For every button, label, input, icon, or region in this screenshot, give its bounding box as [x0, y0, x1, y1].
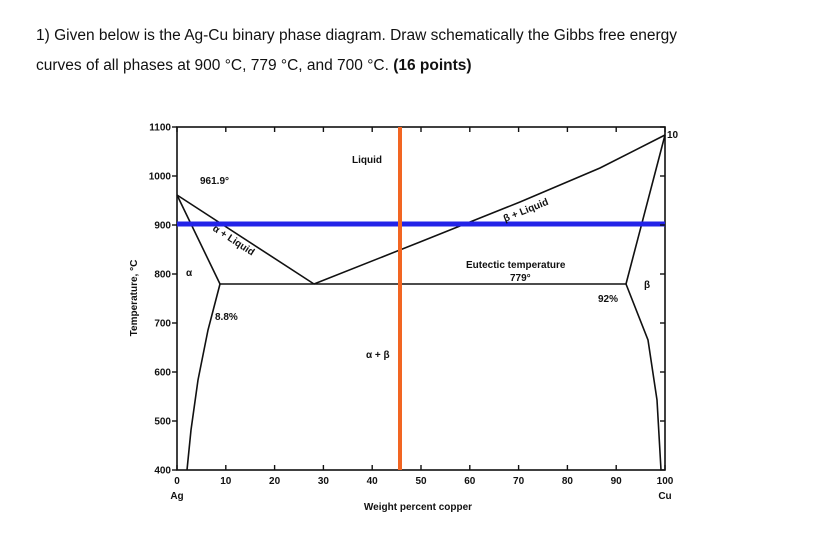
y-tick-label: 700	[154, 319, 171, 330]
question-text: curves of all phases at 900 °C, 779 °C, …	[36, 57, 389, 74]
region-label: α	[186, 268, 193, 279]
y-tick-label: 400	[154, 466, 171, 477]
annotation: 92%	[598, 294, 618, 305]
liquidus	[313, 134, 666, 285]
y-tick-label: 500	[154, 417, 171, 428]
y-tick-label: 1000	[149, 172, 172, 183]
x-tick-label: 50	[415, 476, 427, 487]
region-label: α + β	[366, 350, 390, 361]
x-tick-label: 70	[513, 476, 525, 487]
x-tick-label: 80	[562, 476, 574, 487]
region-label: α + Liquid	[210, 223, 256, 258]
solvus	[186, 283, 221, 471]
annotation: 961.9°	[200, 176, 229, 187]
x-tick-label: 30	[318, 476, 330, 487]
annotation: Eutectic temperature	[466, 260, 566, 271]
x-axis-label: Weight percent copper	[364, 502, 472, 513]
annotation: 8.8%	[215, 312, 238, 323]
region-label: β	[644, 280, 650, 291]
x-tick-label: 0	[174, 476, 180, 487]
region-label: β + Liquid	[502, 197, 550, 225]
solidus	[176, 194, 221, 285]
region-label: Liquid	[352, 155, 382, 166]
annotation: 779°	[510, 273, 531, 284]
y-tick-label: 800	[154, 270, 171, 281]
x-tick-label: 90	[611, 476, 623, 487]
x-tick-label: 20	[269, 476, 281, 487]
x-tick-label: 60	[464, 476, 476, 487]
x-tick-label: 10	[220, 476, 232, 487]
points: (16 points)	[393, 57, 472, 74]
x-tick-label: 40	[367, 476, 379, 487]
x-tick-label: 100	[657, 476, 674, 487]
solvus	[625, 283, 662, 471]
end-label: Cu	[658, 491, 671, 502]
y-tick-label: 1100	[149, 123, 171, 134]
y-tick-label: 600	[154, 368, 171, 379]
annotation: 10	[667, 130, 679, 141]
y-tick-label: 900	[154, 221, 171, 232]
question-line: 1) Given below is the Ag-Cu binary phase…	[36, 27, 677, 44]
end-label: Ag	[170, 491, 183, 502]
y-axis-label: Temperature, °C	[129, 260, 140, 337]
plot-frame	[176, 126, 666, 471]
solidus	[625, 134, 666, 285]
question-line: curves of all phases at 900 °C, 779 °C, …	[36, 57, 472, 75]
liquidus	[176, 194, 315, 285]
